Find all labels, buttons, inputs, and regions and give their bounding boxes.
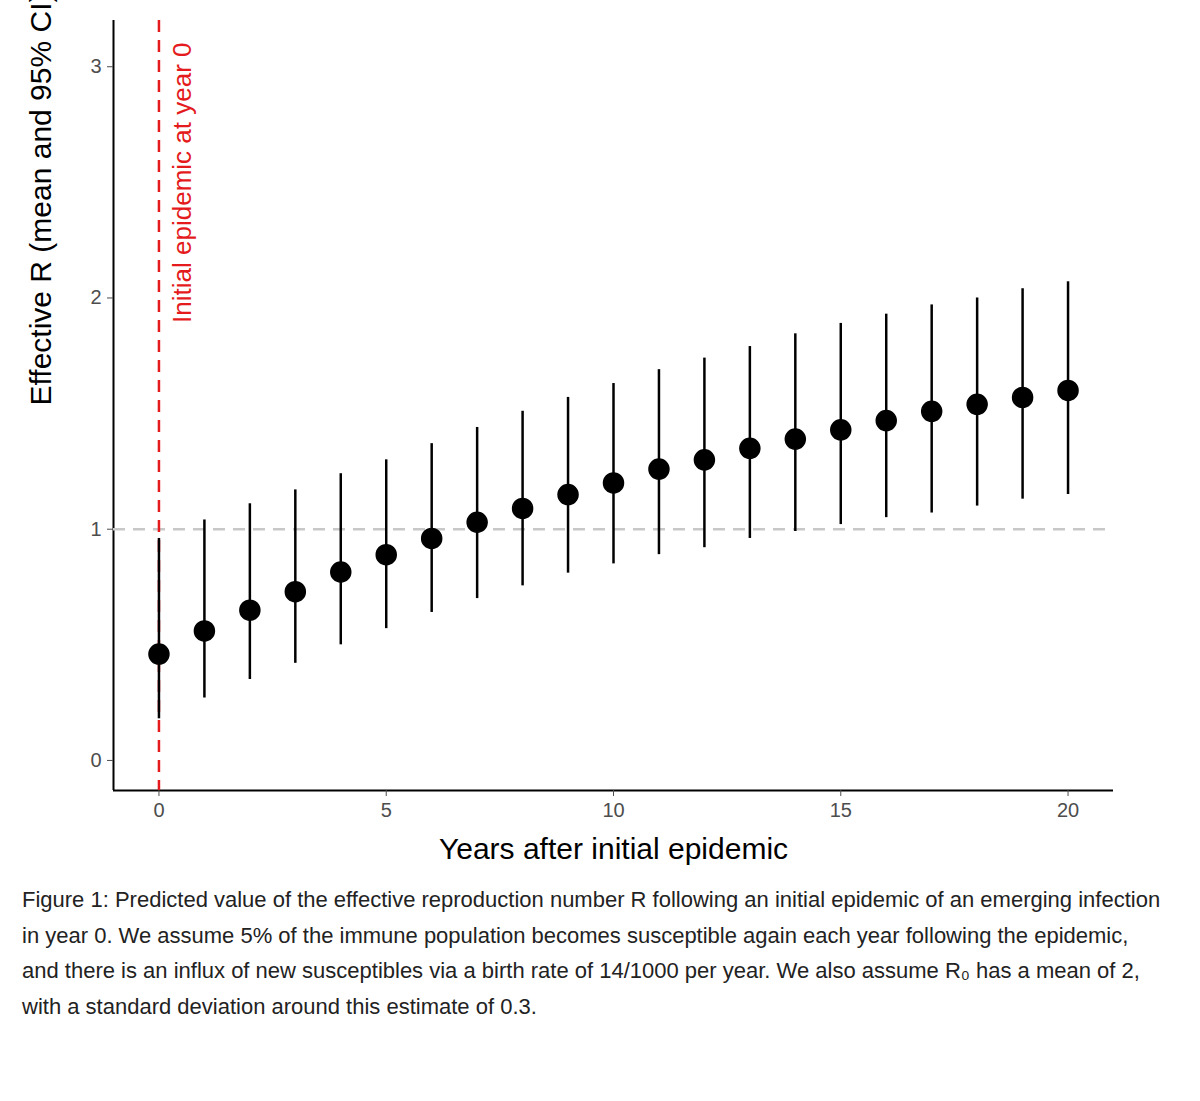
svg-text:1: 1	[90, 518, 101, 540]
svg-text:20: 20	[1057, 799, 1079, 821]
svg-text:2: 2	[90, 286, 101, 308]
svg-text:5: 5	[381, 799, 392, 821]
svg-text:3: 3	[90, 55, 101, 77]
svg-text:0: 0	[153, 799, 164, 821]
html-text:Figure 1: Predicted value of t: Figure 1: Predicted value of the effecti…	[22, 887, 1161, 1019]
svg-text:Years after initial epidemic: Years after initial epidemic	[439, 832, 788, 865]
svg-text:Effective R (mean and 95% CI): Effective R (mean and 95% CI)	[24, 0, 57, 406]
svg-text:Initial epidemic at year 0: Initial epidemic at year 0	[167, 43, 197, 323]
svg-text:15: 15	[830, 799, 852, 821]
svg-text:10: 10	[602, 799, 624, 821]
svg-text:0: 0	[90, 749, 101, 771]
